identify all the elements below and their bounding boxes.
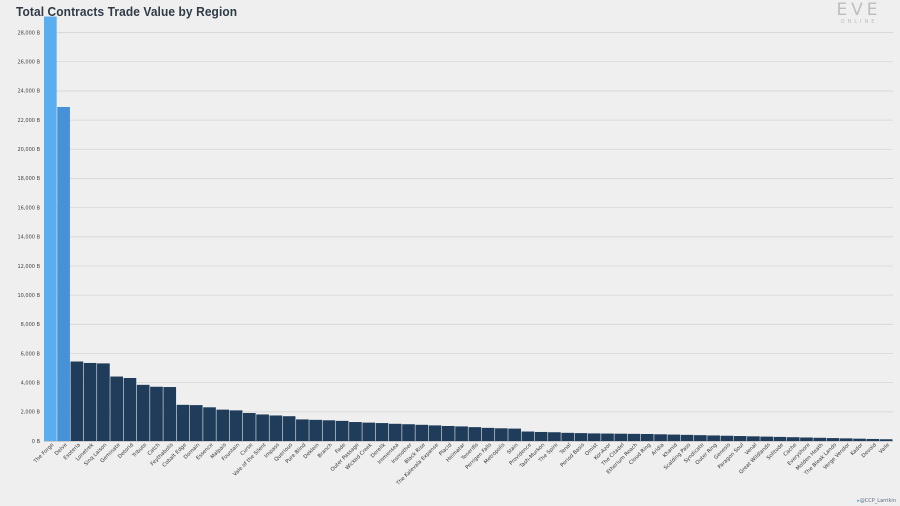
bars xyxy=(44,17,892,441)
bar xyxy=(495,428,508,441)
y-tick-label: 2,000 B xyxy=(21,410,41,416)
bar xyxy=(707,435,720,441)
bar xyxy=(628,434,641,441)
bar xyxy=(57,107,70,441)
x-category-label: Branch xyxy=(317,442,334,459)
bar xyxy=(760,437,773,441)
bar xyxy=(402,424,415,441)
bar xyxy=(389,424,402,441)
bar xyxy=(455,426,468,441)
bar xyxy=(694,435,707,441)
bar xyxy=(203,407,216,441)
bar xyxy=(827,438,840,441)
y-tick-label: 14,000 B xyxy=(17,235,40,241)
bar xyxy=(614,434,627,441)
bar xyxy=(124,378,137,441)
y-tick-label: 28,000 B xyxy=(17,30,40,36)
y-tick-label: 0 B xyxy=(32,439,41,445)
y-tick-label: 4,000 B xyxy=(21,380,41,386)
bar xyxy=(376,423,389,441)
bar xyxy=(362,423,375,441)
bar xyxy=(84,363,97,441)
bar xyxy=(747,436,760,441)
bar xyxy=(110,377,123,441)
bar xyxy=(800,438,813,442)
bar xyxy=(243,413,256,441)
y-tick-label: 16,000 B xyxy=(17,205,40,211)
bar xyxy=(667,435,680,441)
y-tick-label: 20,000 B xyxy=(17,147,40,153)
bar xyxy=(190,405,203,441)
bar xyxy=(216,410,229,441)
grid-lines xyxy=(44,33,893,441)
bar xyxy=(588,433,601,441)
bar xyxy=(840,438,853,441)
y-tick-label: 22,000 B xyxy=(17,118,40,124)
bar xyxy=(283,416,296,441)
bar xyxy=(71,362,84,441)
x-category-label: Devoid xyxy=(861,442,878,459)
bar xyxy=(44,17,57,441)
bar xyxy=(508,429,521,441)
bar xyxy=(230,410,243,441)
bar xyxy=(721,436,734,441)
y-tick-label: 6,000 B xyxy=(21,351,41,357)
bar xyxy=(535,432,548,441)
bar xyxy=(787,437,800,441)
bar xyxy=(296,419,309,441)
y-tick-label: 8,000 B xyxy=(21,322,41,328)
bar xyxy=(548,432,561,441)
bar xyxy=(270,415,283,441)
bar xyxy=(415,425,428,441)
bar xyxy=(853,439,866,441)
bar xyxy=(561,433,574,441)
bar xyxy=(429,425,442,441)
bar xyxy=(813,438,826,441)
y-tick-label: 12,000 B xyxy=(17,264,40,270)
bar xyxy=(601,434,614,441)
y-tick-label: 24,000 B xyxy=(17,89,40,95)
bar xyxy=(97,363,110,441)
bar xyxy=(349,422,362,441)
bar xyxy=(309,420,322,441)
x-category-label: Vaile xyxy=(878,442,891,455)
y-axis-ticks: 0 B 2,000 B 4,000 B 6,000 B 8,000 B 10,000 B 1… xyxy=(17,30,40,444)
y-tick-label: 18,000 B xyxy=(17,176,40,182)
bar xyxy=(336,421,349,441)
bar xyxy=(734,436,747,441)
y-tick-label: 10,000 B xyxy=(17,293,40,299)
y-tick-label: 26,000 B xyxy=(17,60,40,66)
bar xyxy=(256,414,269,441)
bar xyxy=(482,428,495,441)
bar xyxy=(880,439,893,441)
bar xyxy=(681,435,694,441)
bar xyxy=(323,420,336,441)
bar xyxy=(774,437,787,441)
bar xyxy=(469,427,482,441)
bar xyxy=(137,385,150,441)
bar xyxy=(575,433,588,441)
bar xyxy=(442,426,455,441)
bar xyxy=(522,432,535,441)
x-category-label: The Forge xyxy=(32,442,55,465)
bar xyxy=(641,434,654,441)
bar xyxy=(177,405,190,441)
bar xyxy=(866,439,879,441)
bar xyxy=(654,434,667,441)
bar xyxy=(163,387,176,441)
bar xyxy=(150,387,163,441)
